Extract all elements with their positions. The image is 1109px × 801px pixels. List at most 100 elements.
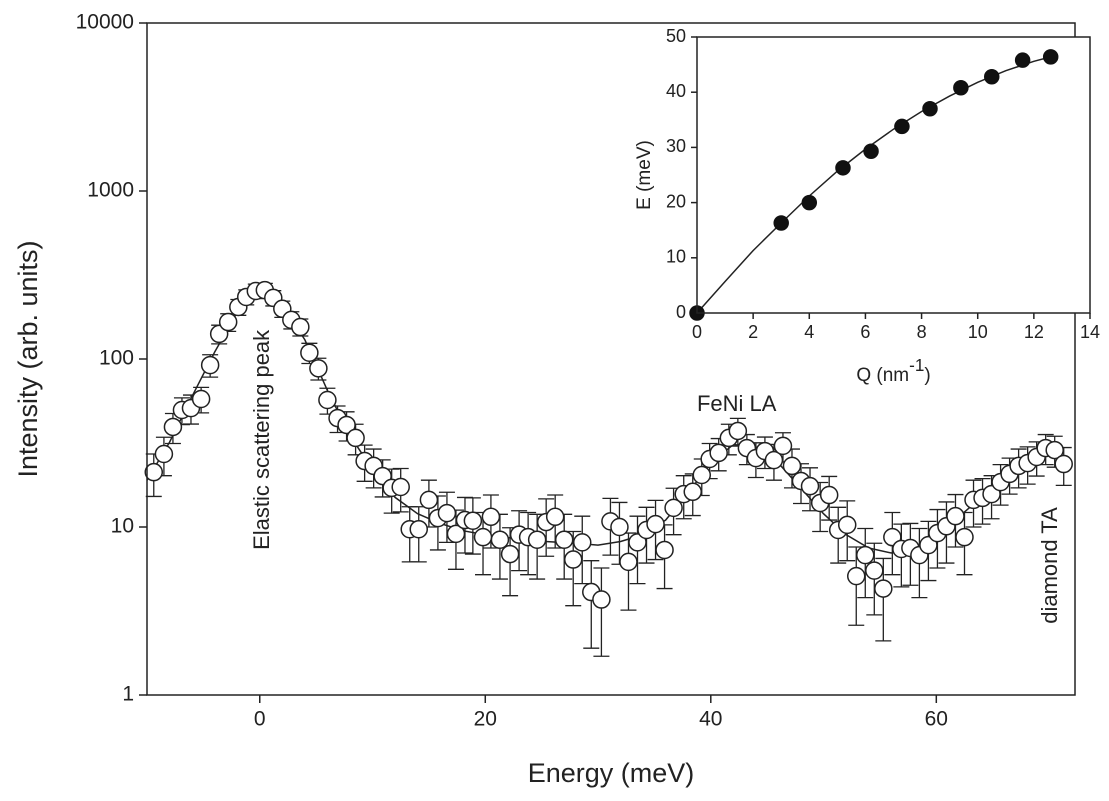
data-point <box>709 443 728 463</box>
data-point <box>683 482 702 502</box>
y-tick-label: 40 <box>666 81 686 101</box>
data-point <box>865 561 884 580</box>
data-point <box>200 355 220 375</box>
y-tick-label: 0 <box>676 302 686 322</box>
data-point <box>819 485 839 505</box>
x-tick-label: 12 <box>1024 322 1044 342</box>
data-point <box>337 415 356 435</box>
data-point <box>953 80 969 96</box>
x-tick-label: 14 <box>1080 322 1100 342</box>
y-axis-label: Intensity (arb. units) <box>13 240 43 477</box>
data-point <box>800 476 820 496</box>
data-point <box>1042 49 1059 65</box>
data-point <box>664 498 683 518</box>
x-tick-label: 4 <box>804 322 814 342</box>
data-point <box>473 527 493 547</box>
data-point <box>728 421 748 441</box>
x-axis-label-part: -1 <box>909 356 924 375</box>
data-point <box>437 503 457 523</box>
x-axis-label-part: ) <box>924 365 930 386</box>
data-point <box>773 215 789 231</box>
data-point <box>572 533 592 552</box>
data-point <box>1045 440 1064 460</box>
data-point <box>764 450 784 470</box>
data-point <box>863 143 879 160</box>
data-point <box>692 465 712 485</box>
data-point <box>346 428 365 448</box>
data-point <box>318 390 337 410</box>
data-point <box>154 444 174 464</box>
annotation: FeNi LA <box>697 391 777 416</box>
inset-background <box>697 37 1090 313</box>
x-axis-label: Q (nm-1) <box>856 356 930 386</box>
data-point <box>628 533 647 552</box>
data-point <box>835 160 851 176</box>
data-point <box>894 118 910 135</box>
data-point <box>309 359 328 378</box>
y-tick-label: 10000 <box>76 11 134 34</box>
y-tick-label: 1 <box>122 683 134 706</box>
data-point <box>984 68 1000 85</box>
data-point <box>837 515 857 535</box>
data-point <box>500 544 520 564</box>
data-point <box>218 312 238 332</box>
x-axis-label: Energy (meV) <box>528 758 695 788</box>
x-tick-label: 0 <box>692 322 702 342</box>
y-axis-label: E (meV) <box>634 140 655 210</box>
data-point <box>563 550 583 569</box>
data-point <box>782 456 802 476</box>
data-point <box>300 343 319 362</box>
x-tick-label: 0 <box>254 707 266 730</box>
x-tick-label: 10 <box>968 322 988 342</box>
data-point <box>419 490 439 510</box>
data-point <box>874 579 893 598</box>
fit-line <box>696 56 1051 314</box>
data-point <box>1054 454 1073 474</box>
data-point <box>463 511 483 530</box>
data-point <box>955 527 974 547</box>
x-tick-label: 8 <box>917 322 927 342</box>
y-tick-label: 10 <box>111 515 134 538</box>
data-point <box>773 436 793 456</box>
y-tick-label: 100 <box>99 347 134 370</box>
plot-frame <box>696 36 1091 314</box>
x-axis-label-part: Q (nm <box>856 365 909 386</box>
y-tick-label: 10 <box>666 247 686 267</box>
x-tick-label: 6 <box>860 322 870 342</box>
data-point <box>163 417 183 437</box>
inset-plot: 0 2 4 6 8 10 12 14 0 10 20 30 40 50 E (meV) Q (nm-1) <box>634 26 1100 386</box>
data-point <box>1014 52 1031 68</box>
data-point <box>846 566 866 586</box>
error-bar <box>593 567 610 657</box>
data-point <box>527 530 547 549</box>
data-point <box>191 389 211 409</box>
data-point <box>655 540 674 560</box>
y-tick-label: 20 <box>666 191 686 211</box>
data-point <box>646 514 665 534</box>
data-point <box>291 317 310 337</box>
data-point <box>409 519 428 539</box>
y-tick-label: 50 <box>666 26 686 46</box>
y-tick-label: 1000 <box>87 179 134 202</box>
data-point <box>856 545 875 565</box>
x-tick-label: 20 <box>474 707 497 730</box>
data-point <box>391 477 410 497</box>
data-point <box>801 194 818 211</box>
data-point <box>592 590 611 609</box>
data-point <box>545 507 565 527</box>
data-point <box>144 462 164 482</box>
plot-frame <box>146 22 1076 696</box>
data-point <box>610 517 629 537</box>
x-tick-label: 2 <box>748 322 758 342</box>
data-point <box>490 530 510 549</box>
data-point <box>554 530 574 549</box>
data-point <box>922 101 938 117</box>
y-tick-label: 30 <box>666 136 686 156</box>
annotation: diamond TA <box>1037 507 1062 624</box>
error-bar <box>583 560 600 649</box>
data-point <box>446 524 466 544</box>
annotation: Elastic scattering peak <box>249 329 274 550</box>
data-point <box>619 552 638 572</box>
